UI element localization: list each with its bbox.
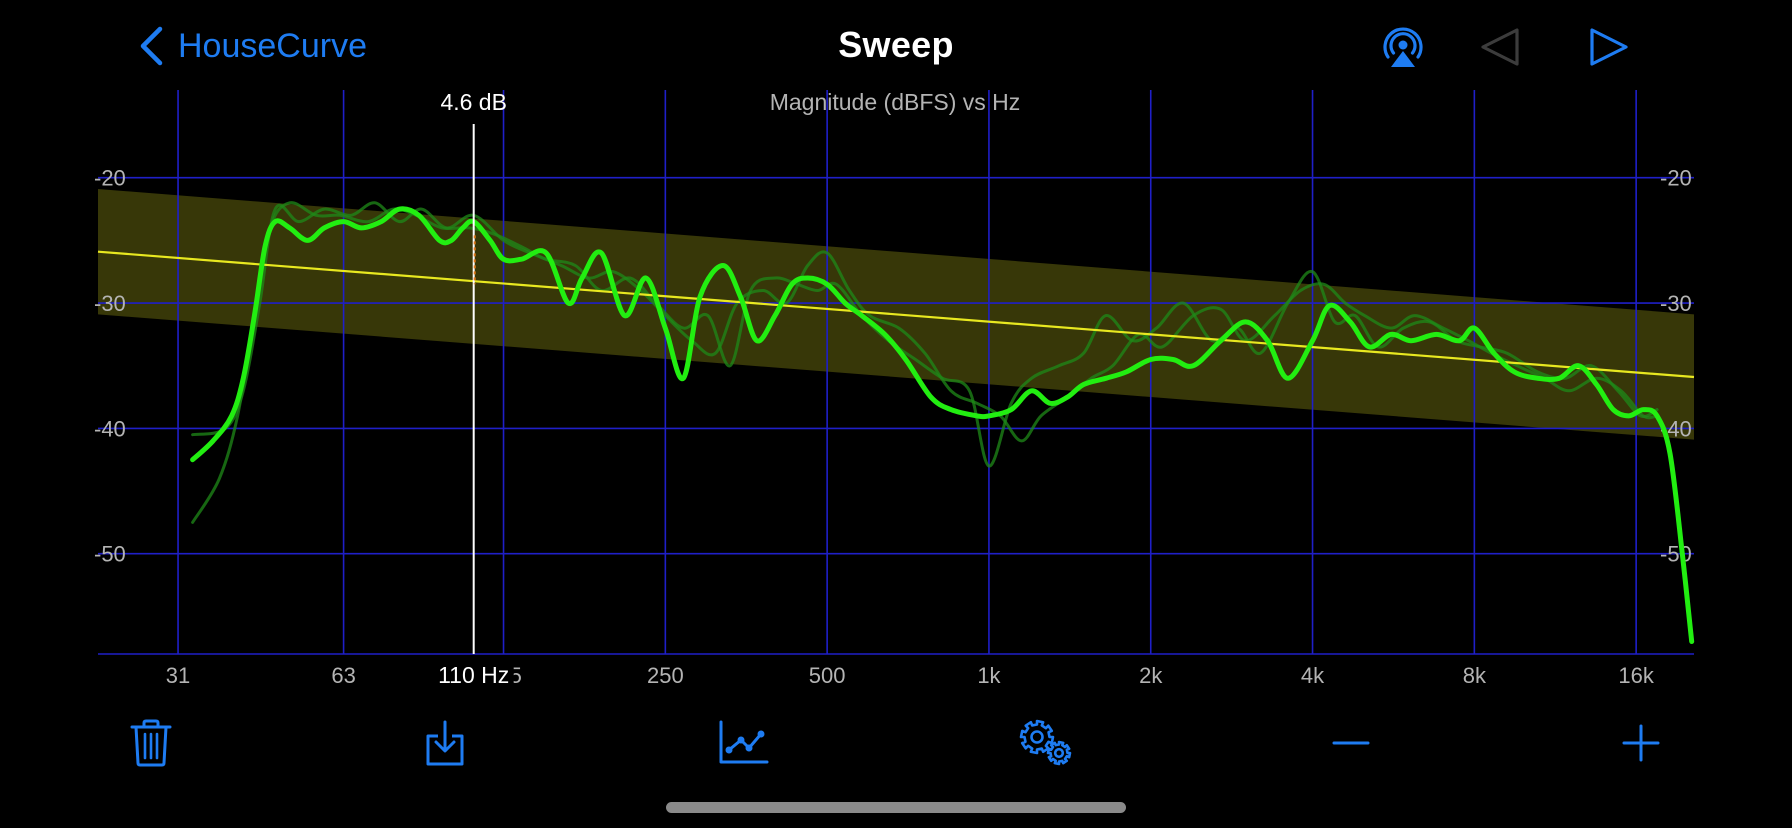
zoom-out-button[interactable] [1320,712,1382,774]
chart-title: Magnitude (dBFS) vs Hz [770,89,1021,115]
back-button-label: HouseCurve [178,26,367,65]
y-tick-label-right: -20 [1660,166,1692,191]
frequency-response-chart[interactable]: -20-20-30-30-40-40-50-50 31631252505001k… [0,0,1792,700]
zoom-in-button[interactable] [1610,712,1672,774]
chart-line-icon [719,720,769,764]
export-button[interactable] [414,712,476,774]
gears-icon [1019,719,1072,766]
play-icon [1590,28,1628,66]
x-tick-label: 16k [1618,663,1654,688]
back-button[interactable]: HouseCurve [138,20,367,72]
x-tick-label: 2k [1139,663,1163,688]
cursor-freq-label: 110 Hz [438,662,509,688]
previous-button[interactable] [1474,22,1524,72]
chart-options-button[interactable] [712,712,774,774]
triangle-left-icon [1481,28,1519,66]
x-tick-label: 31 [166,663,190,688]
delete-button[interactable] [120,712,182,774]
y-tick-label-left: -40 [94,416,126,441]
chevron-left-icon [140,26,163,66]
y-tick-label-right: -30 [1660,291,1692,316]
plus-icon [1622,724,1660,762]
y-tick-label-left: -30 [94,291,126,316]
x-tick-label: 63 [331,663,355,688]
cursor-freq-label-bg [433,660,514,690]
minus-icon [1332,741,1370,745]
y-tick-label-right: -50 [1660,542,1692,567]
target-curve-line [97,250,1695,379]
settings-button[interactable] [1016,712,1078,774]
x-tick-label: 500 [809,663,846,688]
x-tick-label: 250 [647,663,684,688]
navigation-bar: HouseCurve Sweep [0,0,1792,90]
download-icon [426,720,464,766]
home-indicator [666,802,1126,813]
y-tick-label-left: -20 [94,166,126,191]
x-tick-label: 8k [1463,663,1487,688]
page-title: Sweep [838,24,954,65]
x-tick-label: 1k [977,663,1001,688]
trash-icon [130,719,172,767]
airplay-button[interactable] [1378,22,1428,72]
bottom-toolbar [0,700,1792,790]
smoothed-response-line [190,206,1695,644]
play-button[interactable] [1584,22,1634,72]
y-tick-label-left: -50 [94,542,126,567]
cursor-db-label: 4.6 dB [440,89,507,115]
airplay-audio-icon [1383,27,1423,67]
x-tick-label: 4k [1301,663,1325,688]
